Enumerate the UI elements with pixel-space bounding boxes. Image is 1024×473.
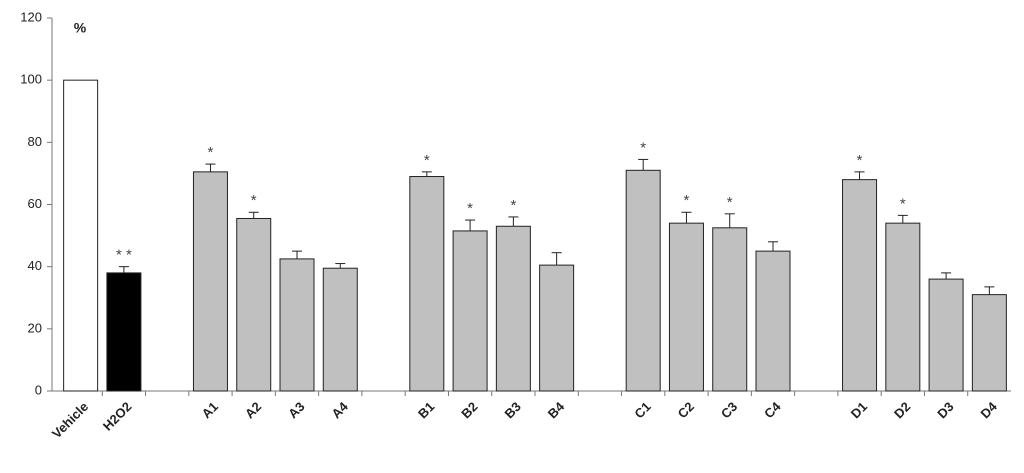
significance-mark: *	[208, 144, 214, 161]
significance-mark: *	[424, 152, 430, 169]
bar	[712, 227, 748, 392]
x-tick-label: B1	[415, 399, 437, 421]
significance-mark: *	[467, 200, 473, 217]
y-tick-label: 60	[28, 196, 42, 211]
x-tick-label: B4	[545, 398, 568, 421]
x-tick-label: A1	[199, 399, 221, 421]
y-tick-label: 80	[28, 134, 42, 149]
x-tick-label: A2	[242, 399, 264, 421]
y-axis-label: %	[74, 20, 87, 36]
x-tick-label: C4	[761, 398, 784, 421]
y-tick-label: 120	[20, 9, 42, 24]
x-tick-label: A3	[285, 399, 307, 421]
x-tick-label: C2	[675, 399, 697, 421]
x-tick-label: C3	[718, 399, 740, 421]
x-tick-label: C1	[631, 399, 653, 421]
significance-mark: *	[727, 194, 733, 211]
y-tick-label: 40	[28, 258, 42, 273]
x-tick-label: B2	[458, 399, 480, 421]
significance-mark: *	[510, 197, 516, 214]
significance-mark: *	[900, 195, 906, 212]
bar	[842, 179, 878, 392]
bar	[668, 222, 704, 392]
bar	[625, 169, 661, 392]
bar	[63, 79, 99, 392]
bar	[409, 176, 445, 392]
bar	[928, 278, 964, 392]
significance-mark: *	[684, 192, 690, 209]
y-tick-label: 100	[20, 72, 42, 87]
bar	[755, 250, 791, 392]
bar	[539, 264, 575, 392]
bar	[452, 230, 488, 392]
x-tick-label: B3	[502, 399, 524, 421]
significance-mark: *	[640, 139, 646, 156]
x-tick-label: H2O2	[100, 399, 135, 434]
x-tick-label: D1	[848, 399, 870, 421]
bar	[971, 294, 1007, 392]
y-tick-label: 20	[28, 320, 42, 335]
bar	[192, 171, 228, 392]
bar	[279, 258, 315, 392]
bar	[495, 225, 531, 392]
bar	[236, 217, 272, 392]
x-tick-label: Vehicle	[49, 399, 91, 441]
bar	[106, 272, 142, 392]
significance-mark: *	[857, 152, 863, 169]
x-tick-label: D2	[891, 399, 913, 421]
x-tick-label: A4	[328, 398, 351, 421]
x-tick-label: D3	[934, 399, 956, 421]
significance-mark: * *	[116, 247, 132, 264]
bar	[885, 222, 921, 392]
x-tick-label: D4	[978, 398, 1001, 421]
significance-mark: *	[251, 192, 257, 209]
y-tick-label: 0	[35, 382, 42, 397]
bar	[322, 267, 358, 392]
